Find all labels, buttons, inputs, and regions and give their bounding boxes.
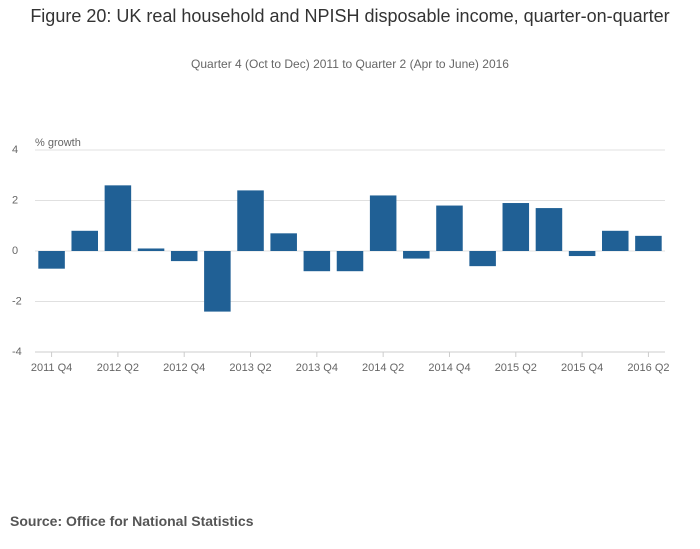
bar bbox=[568, 251, 596, 257]
bar bbox=[502, 203, 530, 251]
bar bbox=[170, 251, 198, 262]
bar bbox=[71, 230, 98, 251]
x-tick-label: 2013 Q2 bbox=[229, 362, 271, 374]
x-tick-label: 2012 Q4 bbox=[163, 362, 205, 374]
bar bbox=[369, 195, 397, 251]
source: Source: Office for National Statistics bbox=[10, 513, 254, 529]
bar bbox=[104, 185, 132, 251]
y-tick-label: 2 bbox=[12, 194, 18, 206]
bar bbox=[469, 251, 496, 267]
y-tick-label: 4 bbox=[12, 144, 18, 156]
bar bbox=[237, 190, 264, 251]
bar bbox=[204, 251, 231, 312]
chart-subtitle: Quarter 4 (Oct to Dec) 2011 to Quarter 2… bbox=[191, 57, 509, 71]
y-tick-label: -2 bbox=[12, 295, 22, 307]
chart-title: Figure 20: UK real household and NPISH d… bbox=[30, 6, 670, 26]
bar bbox=[635, 235, 662, 251]
x-tick-label: 2015 Q2 bbox=[495, 362, 537, 374]
bar bbox=[403, 251, 430, 259]
bar bbox=[137, 248, 165, 251]
bar bbox=[336, 251, 364, 272]
bar bbox=[535, 208, 563, 251]
bar bbox=[602, 230, 629, 251]
y-tick-label: 0 bbox=[12, 245, 18, 257]
x-tick-label: 2013 Q4 bbox=[296, 362, 338, 374]
y-tick-label: -4 bbox=[12, 346, 22, 358]
bar bbox=[436, 205, 463, 251]
x-tick-label: 2011 Q4 bbox=[31, 362, 72, 374]
y-axis-label: % growth bbox=[35, 137, 81, 149]
x-tick-label: 2015 Q4 bbox=[561, 362, 603, 374]
bar bbox=[38, 251, 65, 269]
x-tick-label: 2014 Q4 bbox=[428, 362, 470, 374]
bar bbox=[303, 251, 331, 272]
bar bbox=[270, 233, 297, 251]
x-tick-label: 2012 Q2 bbox=[97, 362, 139, 374]
x-tick-label: 2016 Q2 bbox=[627, 362, 669, 374]
x-tick-label: 2014 Q2 bbox=[362, 362, 404, 374]
